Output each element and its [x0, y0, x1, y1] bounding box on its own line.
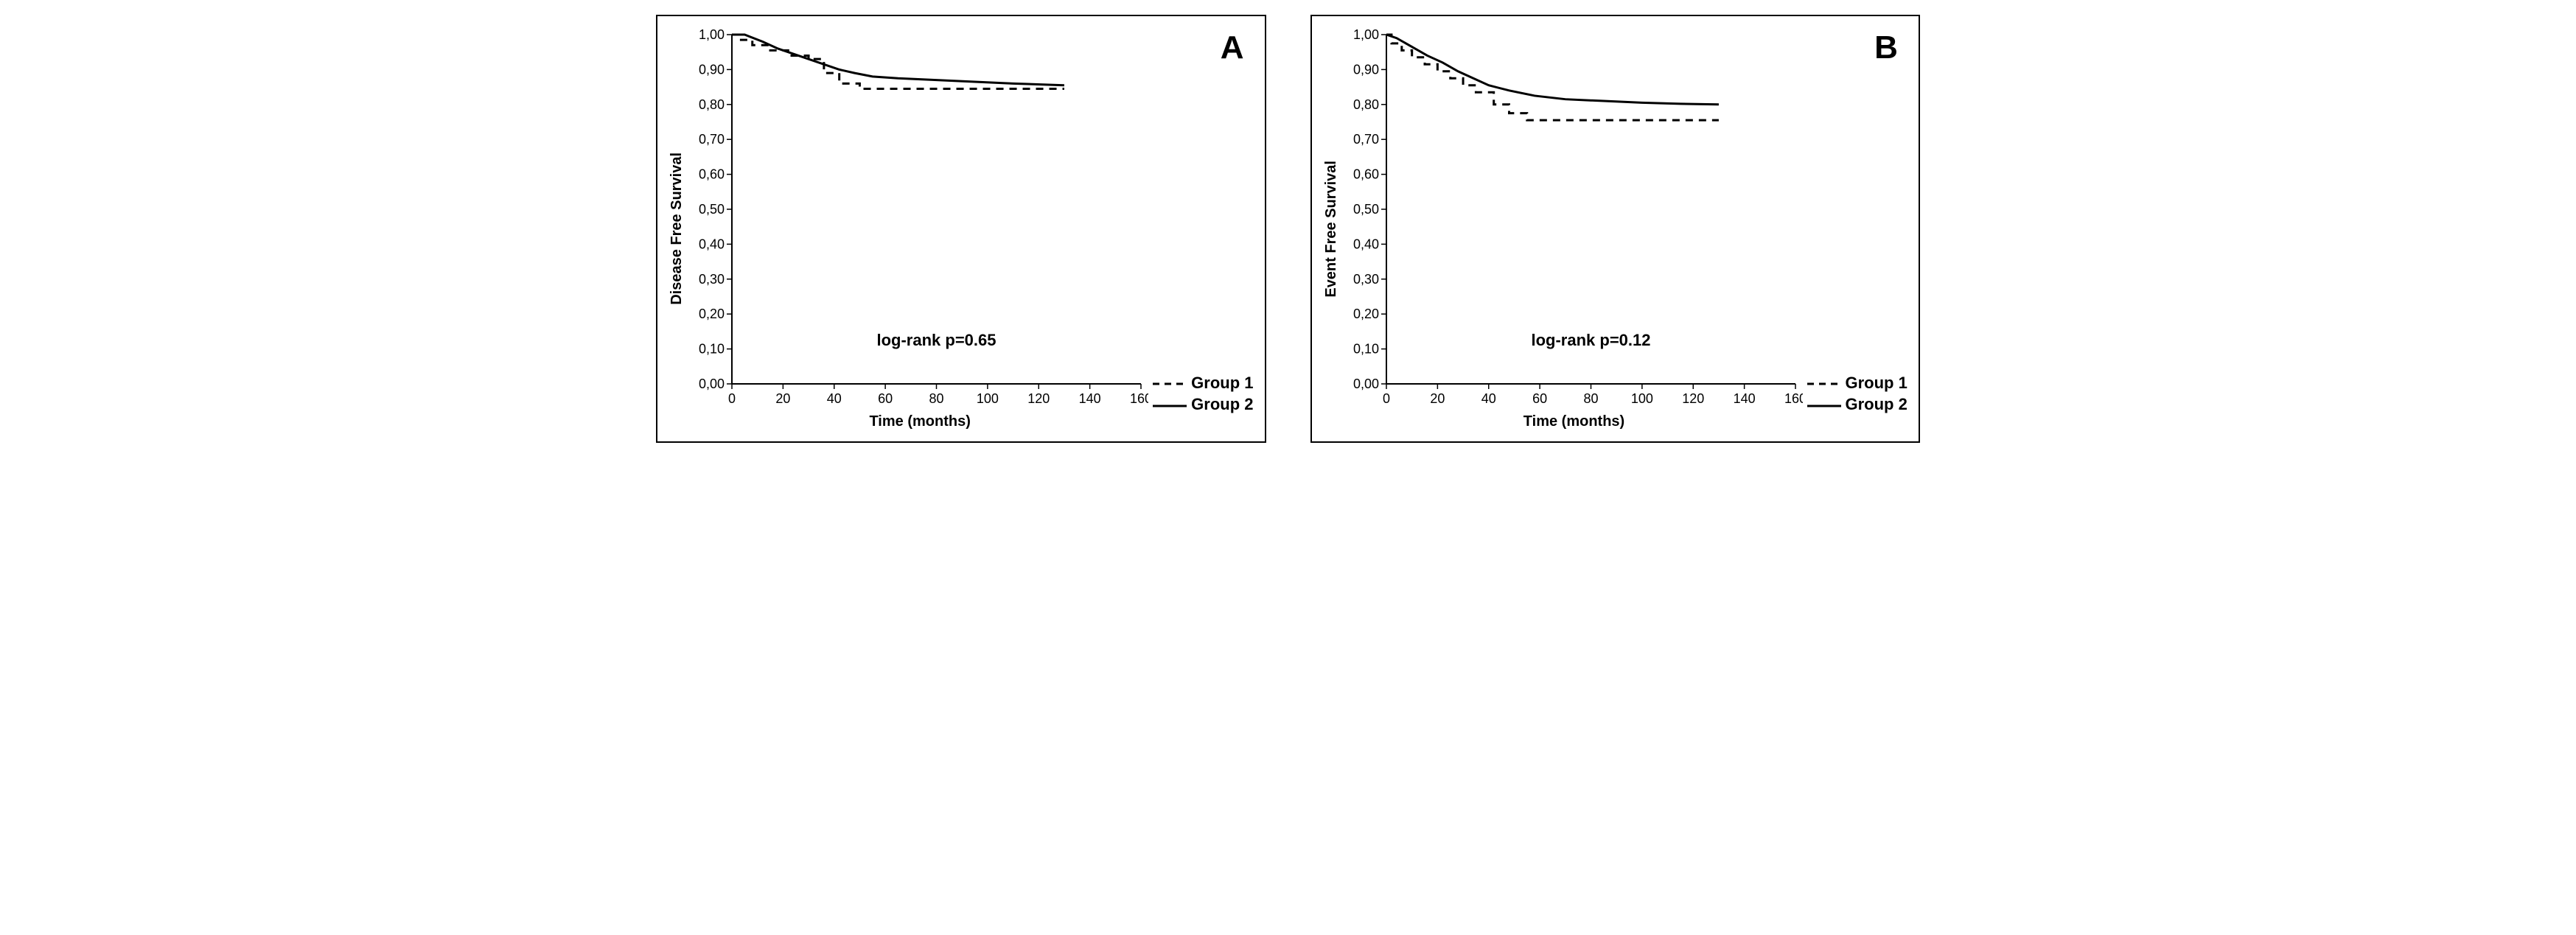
- panel-A: A Disease Free Survival 0 20 40 60 80 100 120 1…: [656, 15, 1266, 443]
- svg-text:60: 60: [1532, 391, 1547, 406]
- legend-B: Group 1Group 2: [1803, 372, 1907, 416]
- xlabel-B: Time (months): [1523, 413, 1624, 430]
- svg-text:0,50: 0,50: [699, 202, 725, 217]
- svg-text:0,90: 0,90: [1352, 62, 1378, 77]
- svg-text:log-rank p=0.65: log-rank p=0.65: [877, 331, 996, 349]
- panel-letter-A: A: [1221, 29, 1244, 66]
- plot-A: 0 20 40 60 80 100 120 140 160 0,00 0,10 0,20 0,30 0,4…: [691, 27, 1148, 410]
- svg-text:160: 160: [1130, 391, 1148, 406]
- svg-text:0,40: 0,40: [699, 237, 725, 251]
- svg-text:0,50: 0,50: [1352, 202, 1378, 217]
- svg-text:0,10: 0,10: [1352, 342, 1378, 357]
- svg-text:1,00: 1,00: [1352, 27, 1378, 42]
- svg-text:0,00: 0,00: [1352, 377, 1378, 391]
- ylabel-B: Event Free Survival: [1323, 161, 1340, 298]
- svg-text:160: 160: [1784, 391, 1802, 406]
- svg-text:80: 80: [929, 391, 944, 406]
- svg-text:120: 120: [1027, 391, 1050, 406]
- svg-text:0,10: 0,10: [699, 342, 725, 357]
- svg-text:40: 40: [827, 391, 842, 406]
- svg-text:1,00: 1,00: [699, 27, 725, 42]
- svg-text:20: 20: [1430, 391, 1445, 406]
- svg-text:80: 80: [1583, 391, 1598, 406]
- svg-text:140: 140: [1733, 391, 1755, 406]
- svg-text:0,20: 0,20: [699, 307, 725, 321]
- ylabel-A: Disease Free Survival: [669, 153, 685, 305]
- plot-B: 0 20 40 60 80 100 120 140 160 0,00 0,10 0,20 0,30 0,4…: [1346, 27, 1803, 410]
- svg-text:0,80: 0,80: [699, 97, 725, 112]
- panel-B: B Event Free Survival 0 20 40 60 80 100 120 140…: [1310, 15, 1920, 443]
- svg-text:0: 0: [1382, 391, 1389, 406]
- xlabel-A: Time (months): [869, 413, 970, 430]
- figure-container: A Disease Free Survival 0 20 40 60 80 100 120 1…: [0, 0, 2576, 458]
- legend-A: Group 1Group 2: [1148, 372, 1253, 416]
- svg-text:100: 100: [1630, 391, 1652, 406]
- svg-text:0,30: 0,30: [1352, 272, 1378, 287]
- svg-text:60: 60: [878, 391, 893, 406]
- svg-text:0,00: 0,00: [699, 377, 725, 391]
- svg-text:0,80: 0,80: [1352, 97, 1378, 112]
- svg-text:0,60: 0,60: [699, 167, 725, 182]
- svg-text:100: 100: [977, 391, 999, 406]
- svg-text:140: 140: [1079, 391, 1101, 406]
- svg-text:0: 0: [728, 391, 736, 406]
- svg-text:0,30: 0,30: [699, 272, 725, 287]
- svg-text:0,40: 0,40: [1352, 237, 1378, 251]
- svg-text:120: 120: [1682, 391, 1704, 406]
- svg-text:0,60: 0,60: [1352, 167, 1378, 182]
- panel-letter-B: B: [1874, 29, 1898, 66]
- svg-text:log-rank p=0.12: log-rank p=0.12: [1531, 331, 1650, 349]
- svg-text:20: 20: [776, 391, 791, 406]
- svg-text:0,70: 0,70: [1352, 132, 1378, 147]
- svg-text:40: 40: [1481, 391, 1495, 406]
- svg-text:0,70: 0,70: [699, 132, 725, 147]
- svg-text:0,90: 0,90: [699, 62, 725, 77]
- svg-text:0,20: 0,20: [1352, 307, 1378, 321]
